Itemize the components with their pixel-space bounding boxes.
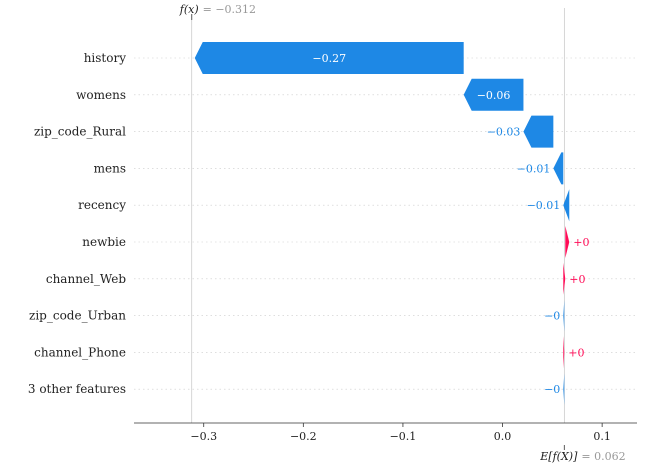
bar-recency: [563, 189, 570, 222]
value-label: +0: [568, 346, 584, 359]
reference-lines: [191, 8, 565, 423]
bar-channel_Web: [563, 262, 566, 295]
feature-label: channel_Web: [46, 272, 126, 286]
feature-label: mens: [94, 161, 126, 175]
feature-label: zip_code_Rural: [34, 125, 126, 139]
feature-label: newbie: [82, 235, 126, 249]
x-tick-label: −0.3: [190, 430, 217, 443]
bar-history: [194, 42, 464, 74]
feature-label: history: [84, 51, 127, 65]
value-label: −0.03: [487, 126, 521, 139]
value-label: −0.01: [517, 162, 551, 175]
bar-mens: [553, 152, 564, 185]
x-tick-label: −0.1: [390, 430, 417, 443]
bar-zip_code_Urban: [563, 299, 565, 332]
bar-3-other-features: [563, 373, 565, 406]
value-label: −0.06: [477, 89, 511, 102]
feature-label: recency: [78, 198, 126, 212]
bar-newbie: [565, 226, 570, 258]
row-gridlines: [134, 57, 637, 390]
x-axis: −0.3 −0.2 −0.1 0.0 0.1: [134, 422, 637, 443]
feature-label: zip_code_Urban: [29, 309, 126, 323]
x-tick-label: 0.0: [494, 430, 512, 443]
value-label: −0.01: [527, 199, 561, 212]
x-tick-label: 0.1: [593, 430, 611, 443]
bar-womens: [463, 78, 524, 111]
bar-zip_code_Rural: [523, 115, 554, 148]
bars-layer: history −0.27 womens −0.06 zip_code_Rural −0.…: [28, 42, 589, 406]
feature-label: womens: [76, 88, 126, 102]
value-label: −0: [544, 310, 560, 323]
value-label: −0: [544, 383, 560, 396]
annotations: f(x) = −0.312 E[f(X)] = 0.062: [179, 3, 626, 463]
fx-label: f(x) = −0.312: [179, 3, 256, 16]
bar-channel_Phone: [563, 336, 565, 369]
feature-label: 3 other features: [28, 382, 126, 396]
feature-label: channel_Phone: [34, 345, 126, 359]
ex-label: E[f(X)] = 0.062: [539, 450, 625, 463]
x-tick-label: −0.2: [290, 430, 317, 443]
value-label: +0: [573, 236, 589, 249]
value-label: +0: [569, 273, 585, 286]
value-label: −0.27: [312, 52, 346, 65]
